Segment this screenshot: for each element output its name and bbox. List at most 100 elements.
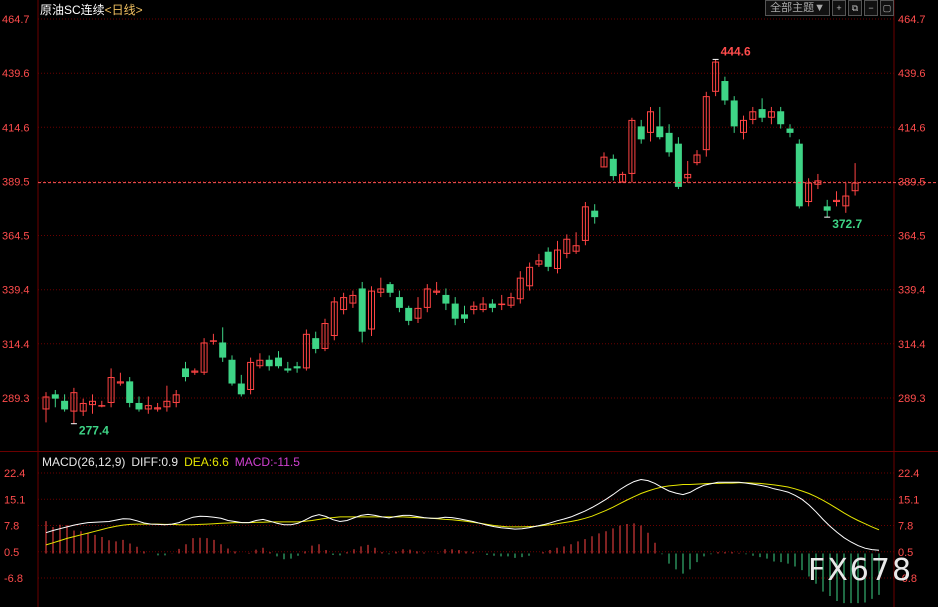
macd-tick-label-left: 7.8 [4, 521, 19, 533]
candle-body [581, 206, 589, 241]
candle-body [507, 297, 515, 306]
price-tick-label-left: 339.4 [2, 285, 30, 297]
candle-body [405, 307, 413, 321]
candle-body [600, 156, 608, 168]
price-tick-label-left: 389.5 [2, 176, 30, 188]
candle-body [116, 381, 124, 384]
macd-tick-label-right: 22.4 [898, 468, 919, 480]
price-tick-label-left: 414.6 [2, 122, 30, 134]
candle-body [554, 249, 561, 270]
candle-body [637, 126, 645, 140]
candle-body [758, 109, 766, 118]
theme-select-button[interactable]: 全部主题▼ [765, 0, 830, 16]
candle-body [488, 303, 496, 308]
fullscreen-icon[interactable]: ▢ [880, 0, 894, 16]
candle-body [368, 290, 375, 330]
macd-tick-label-left: 15.1 [4, 494, 25, 506]
candle-body [79, 402, 87, 412]
candle-body [247, 361, 255, 391]
candle-body [563, 238, 571, 254]
watermark-logo: FX678 [808, 553, 914, 588]
instrument-name: 原油SC连续 [40, 3, 105, 17]
candle-body [340, 297, 348, 311]
candle-body [163, 400, 171, 408]
price-tick-label-left: 439.6 [2, 68, 30, 80]
candle-body [51, 394, 59, 399]
candle-body [730, 100, 738, 127]
candle-body [665, 132, 673, 153]
candle-body [470, 305, 478, 311]
candle-body [656, 126, 664, 138]
price-tick-label-right: 414.6 [898, 122, 926, 134]
candle-body [237, 383, 245, 395]
candle-body [349, 294, 357, 304]
candle-body [256, 359, 264, 367]
candle-body [740, 119, 747, 133]
candle-body [647, 111, 654, 133]
candle-body [284, 368, 292, 371]
candle-body [628, 119, 636, 174]
minus-box-icon[interactable]: − [864, 0, 878, 16]
candle-body [358, 288, 366, 332]
macd-hist-value: MACD:-11.5 [234, 455, 300, 469]
candle-body [433, 290, 441, 293]
candle-body [42, 396, 50, 410]
macd-legend: MACD(26,12,9) DIFF:0.9 DEA:6.6 MACD:-11.5 [42, 455, 306, 469]
candle-body [386, 284, 394, 293]
candle-body [498, 303, 506, 306]
candle-body [712, 61, 720, 92]
candle-body [526, 266, 534, 287]
toolbar: 全部主题▼ + ⧉ − ▢ [765, 0, 894, 16]
candle-body [544, 251, 552, 267]
candle-body [135, 402, 143, 410]
candle-body [786, 128, 794, 133]
low-price-label-right: 372.7 [832, 217, 862, 231]
candle-body [154, 407, 162, 410]
candle-body [144, 405, 152, 410]
candle-body [767, 111, 775, 118]
price-tick-label-right: 314.4 [898, 339, 926, 351]
low-price-label-left: 277.4 [79, 424, 109, 438]
macd-lines [45, 478, 880, 551]
candle-body [684, 173, 692, 179]
price-tick-label-right: 439.6 [898, 68, 926, 80]
candle-body [442, 294, 450, 304]
candle-body [191, 370, 199, 373]
candle-body [461, 314, 468, 319]
macd-tick-label-right: 15.1 [898, 494, 919, 506]
candle-body [172, 394, 180, 403]
candle-body [693, 154, 701, 164]
high-price-label: 444.6 [721, 44, 751, 58]
candle-body [209, 340, 217, 342]
macd-tick-label-right: 7.8 [898, 521, 913, 533]
chart-title: 原油SC连续<日线> [40, 1, 143, 18]
price-tick-label-right: 364.5 [898, 231, 926, 243]
candle-body [98, 405, 106, 407]
macd-tick-label-left: 0.5 [4, 547, 19, 559]
candle-body [265, 359, 273, 367]
candle-body [591, 210, 599, 218]
candle-body [572, 245, 580, 252]
candle-body [619, 173, 627, 183]
restore-icon[interactable]: ⧉ [848, 0, 862, 16]
candle-body [609, 158, 617, 177]
macd-tick-label-left: -6.8 [4, 573, 23, 585]
candle-body [275, 357, 282, 367]
plus-box-icon[interactable]: + [832, 0, 846, 16]
price-tick-label-right: 339.4 [898, 285, 926, 297]
price-tick-label-right: 464.7 [898, 14, 926, 26]
candle-body [377, 288, 385, 293]
candle-body [833, 199, 840, 203]
candles [38, 59, 938, 424]
timeframe-label[interactable]: <日线> [104, 3, 143, 17]
candle-body [219, 342, 227, 358]
price-tick-label-right: 289.3 [898, 393, 926, 405]
candle-body [126, 381, 134, 403]
candle-body [749, 111, 757, 120]
candle-body [228, 359, 236, 384]
candle-body [70, 392, 78, 412]
macd-tick-label-left: 22.4 [4, 468, 25, 480]
candle-body [479, 303, 487, 311]
candle-body [674, 143, 682, 187]
